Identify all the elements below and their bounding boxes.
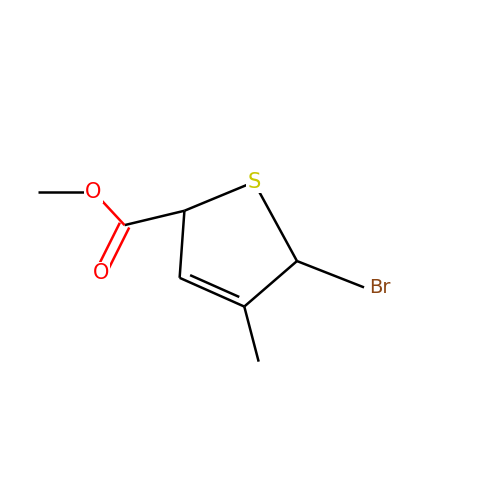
Text: O: O <box>85 182 102 202</box>
Text: S: S <box>247 172 261 192</box>
Text: Br: Br <box>369 278 390 297</box>
Text: O: O <box>92 263 109 283</box>
